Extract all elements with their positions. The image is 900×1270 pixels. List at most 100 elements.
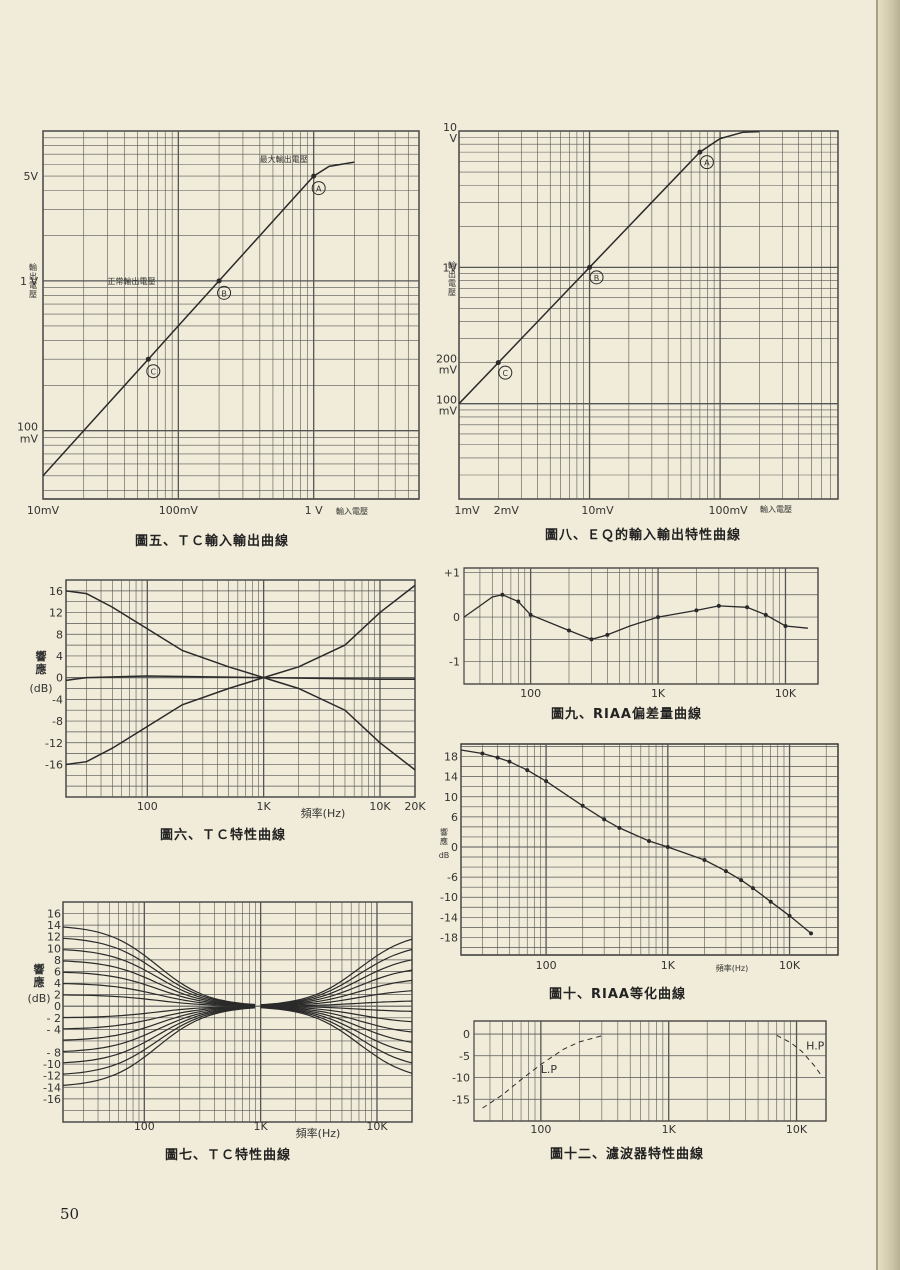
data-point xyxy=(507,759,512,764)
annotation-label: 正常輸出電壓 xyxy=(107,276,155,286)
treble-curve xyxy=(260,1006,413,1064)
bass-curve xyxy=(62,971,255,1007)
series-line xyxy=(460,749,812,934)
data-point xyxy=(602,817,607,822)
y-axis-label: 輸出電壓 xyxy=(29,262,37,299)
caption-fig10: 圖十、RIAA等化曲線 xyxy=(549,987,686,1002)
caption-fig12: 圖十二、濾波器特性曲線 xyxy=(550,1147,705,1162)
y-tick-label: 2 xyxy=(54,989,61,1002)
bass-curve xyxy=(62,1006,255,1041)
data-point xyxy=(216,278,222,284)
treble-curve xyxy=(260,1006,413,1043)
y-tick-label: 16 xyxy=(47,908,61,921)
series-line xyxy=(65,675,415,682)
y-axis-label: 響 xyxy=(34,962,45,976)
y-tick-label: -18 xyxy=(440,931,458,944)
x-tick-label: 1K xyxy=(662,1123,677,1136)
y-tick-label: - 2 xyxy=(47,1012,61,1025)
data-point xyxy=(702,858,707,863)
y-tick-label: 18 xyxy=(444,751,458,764)
y-axis-label: 響 xyxy=(36,649,47,663)
y-tick-label: -10 xyxy=(440,891,458,904)
x-tick-label: 100 xyxy=(134,1120,155,1133)
x-axis-label: 輸入電壓 xyxy=(336,506,368,516)
y-tick-label: -14 xyxy=(440,911,458,924)
y-tick-label: mV xyxy=(20,433,39,446)
series-line xyxy=(65,584,416,766)
x-axis-label: 頻率(Hz) xyxy=(296,1126,341,1140)
y-tick-label: 100 xyxy=(436,394,457,407)
y-tick-label: - 4 xyxy=(47,1023,61,1036)
y-tick-label: -6 xyxy=(447,871,458,884)
bass-curve xyxy=(62,1006,255,1053)
data-point xyxy=(544,779,549,784)
y-tick-label: +1 xyxy=(444,566,460,579)
y-axis-label: 響應 xyxy=(440,827,448,846)
y-axis-label: (dB) xyxy=(29,682,52,695)
x-tick-label: 1mV xyxy=(454,504,480,517)
bass-curve xyxy=(62,1006,255,1030)
y-tick-label: 14 xyxy=(444,771,458,784)
data-point xyxy=(145,356,151,362)
x-tick-label: 100 xyxy=(536,959,557,972)
y-axis-label-char: 電 xyxy=(29,281,37,290)
marker-circle xyxy=(217,285,232,300)
data-point xyxy=(605,632,610,637)
data-point xyxy=(783,624,788,628)
x-tick-label: 10K xyxy=(366,1120,388,1133)
x-tick-label: 100 xyxy=(520,687,541,700)
x-axis-label: 頻率(Hz) xyxy=(716,963,748,973)
y-axis-label-char: 壓 xyxy=(448,288,456,297)
data-point xyxy=(495,360,501,366)
y-tick-label: -14 xyxy=(43,1081,61,1094)
bass-curve xyxy=(62,926,255,1006)
treble-curve xyxy=(260,948,413,1006)
y-tick-label: -1 xyxy=(449,656,460,669)
marker-circle xyxy=(699,155,714,170)
marker-label-b: B xyxy=(221,289,227,298)
treble-curve xyxy=(260,1005,413,1012)
y-tick-label: mV xyxy=(439,405,458,418)
data-point xyxy=(723,869,728,874)
y-tick-label: mV xyxy=(439,364,458,377)
data-point xyxy=(580,803,585,808)
data-point xyxy=(500,592,505,597)
y-axis-label: 應 xyxy=(34,975,45,989)
y-tick-label: 6 xyxy=(54,965,61,978)
y-tick-label: 0 xyxy=(453,611,460,624)
marker-label-c: C xyxy=(151,368,157,377)
x-tick-label: 10K xyxy=(369,800,391,813)
series-line xyxy=(65,590,416,771)
y-axis-label-char: 輸 xyxy=(448,260,456,270)
page-number: 50 xyxy=(60,1205,80,1223)
y-tick-label: 1V xyxy=(442,261,457,274)
y-axis-label-char: 電 xyxy=(448,279,456,288)
caption-fig9: 圖九、RIAA偏差量曲線 xyxy=(551,707,702,722)
data-point xyxy=(716,603,721,608)
y-tick-label: -15 xyxy=(452,1093,470,1106)
x-tick-label: 1K xyxy=(661,959,676,972)
y-tick-label: 4 xyxy=(56,650,63,663)
x-tick-label: 100 xyxy=(137,800,158,813)
x-tick-label: 1K xyxy=(651,687,666,700)
data-point xyxy=(587,264,593,270)
y-tick-label: 10 xyxy=(47,942,61,955)
y-tick-label: -4 xyxy=(52,693,63,706)
caption-fig5: 圖五、ＴＣ輸入輸出曲線 xyxy=(135,534,290,549)
plot-frame xyxy=(473,1020,827,1122)
data-point xyxy=(311,173,317,179)
y-tick-label: 10 xyxy=(444,791,458,804)
series-line-lp xyxy=(482,1035,602,1109)
annotation-label: 最大輸出電壓 xyxy=(260,154,308,164)
y-tick-label: 100 xyxy=(17,421,38,434)
treble-curve xyxy=(260,1006,413,1033)
y-tick-label: 14 xyxy=(47,919,61,932)
marker-circle xyxy=(311,181,326,196)
data-point xyxy=(768,899,773,904)
data-point xyxy=(589,637,594,642)
marker-label-c: C xyxy=(503,369,509,378)
